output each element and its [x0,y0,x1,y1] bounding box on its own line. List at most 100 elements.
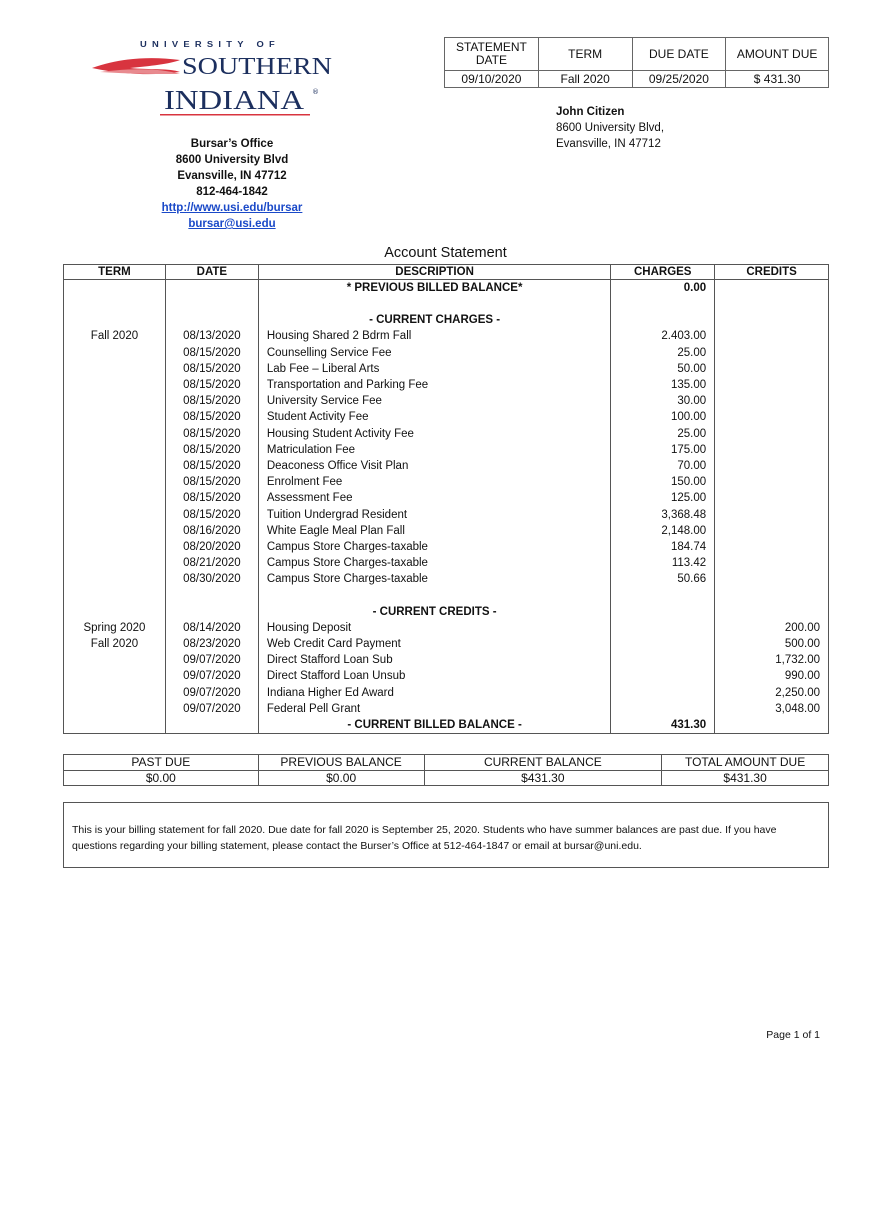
empty-cell [610,619,716,636]
term-cell [63,490,166,507]
billing-note: This is your billing statement for fall … [63,802,829,868]
date-cell: 08/15/2020 [164,441,259,458]
date-cell: 08/16/2020 [164,522,259,539]
empty-cell [63,587,166,604]
office-name: Bursar’s Office [190,138,274,150]
charge-amount: 113.42 [610,555,716,572]
date-cell: 08/15/2020 [164,506,259,523]
empty-cell [257,587,612,604]
date-cell: 09/07/2020 [164,652,259,669]
empty-cell [714,490,829,507]
recipient-address: John Citizen 8600 University Blvd, Evans… [556,104,664,152]
current-balance-value: $431.30 [423,769,663,786]
office-street: 8600 University Blvd [175,154,289,166]
term-cell: Fall 2020 [63,635,166,653]
empty-cell [714,425,829,442]
empty-cell [610,312,716,329]
credit-row: 09/07/2020 Federal Pell Grant 3,048.00 [63,700,829,717]
empty-cell [714,344,829,361]
empty-cell [714,328,829,345]
description-cell: Student Activity Fee [257,409,612,426]
term-cell [63,652,166,669]
charge-row: 08/15/2020 Housing Student Activity Fee 25… [63,425,829,442]
charge-amount: 70.00 [610,457,716,475]
charge-row: 08/15/2020 Enrolment Fee 150.00 [63,474,829,491]
blank-row [63,296,829,313]
date-cell: 09/07/2020 [164,684,259,701]
empty-cell [714,441,829,458]
date-cell: 08/23/2020 [164,635,259,653]
date-cell: 08/15/2020 [164,490,259,507]
empty-cell [63,716,166,734]
credit-amount: 3,048.00 [714,700,829,717]
office-website-link[interactable]: http://www.usi.edu/bursar [161,202,303,214]
date-cell: 08/15/2020 [164,344,259,361]
description-cell: Direct Stafford Loan Unsub [257,668,612,685]
empty-cell [714,603,829,620]
date-cell: 08/15/2020 [164,393,259,410]
due-date: 09/25/2020 [631,70,727,88]
description-cell: Enrolment Fee [257,474,612,491]
empty-cell [714,312,829,329]
term-cell [63,522,166,539]
charge-amount: 2,148.00 [610,522,716,539]
transactions-table: TERM DATE DESCRIPTION CHARGES CREDITS * … [63,264,829,734]
description-cell: Transportation and Parking Fee [257,376,612,394]
date-cell: 08/13/2020 [164,328,259,345]
term-cell [63,360,166,377]
credit-amount: 2,250.00 [714,684,829,701]
current-balance-row: - CURRENT BILLED BALANCE -431.30 [63,716,829,734]
charge-amount: 3,368.48 [610,506,716,523]
empty-cell [610,296,716,313]
empty-cell [63,296,166,313]
date-cell: 08/15/2020 [164,376,259,394]
empty-cell [714,716,829,734]
term-cell [63,441,166,458]
term-cell: Fall 2020 [63,328,166,345]
current-credits-label: - CURRENT CREDITS - [257,603,612,620]
current-balance-value: 431.30 [610,716,716,734]
balance-summary-table: PAST DUE PREVIOUS BALANCE CURRENT BALANC… [63,754,829,786]
page-number: Page 1 of 1 [766,1029,820,1041]
charge-row: 08/15/2020 Counselling Service Fee 25.00 [63,344,829,361]
recipient-city: Evansville, IN 47712 [556,138,661,150]
description-cell: Campus Store Charges-taxable [257,555,612,572]
col-date: DATE [164,264,259,280]
statement-date-header: STATEMENT DATE [444,37,539,71]
charge-amount: 150.00 [610,474,716,491]
empty-cell [714,296,829,313]
description-cell: Federal Pell Grant [257,700,612,717]
term-cell [63,474,166,491]
current-balance-label: - CURRENT BILLED BALANCE - [257,716,612,734]
statement-summary-box: STATEMENT DATE TERM DUE DATE AMOUNT DUE … [444,37,829,88]
date-cell: 08/15/2020 [164,474,259,491]
office-phone: 812-464-1842 [196,186,268,198]
description-cell: University Service Fee [257,393,612,410]
office-email-link[interactable]: bursar@usi.edu [188,218,276,230]
empty-cell [714,360,829,377]
empty-cell [610,603,716,620]
description-cell: Lab Fee – Liberal Arts [257,360,612,377]
term-cell [63,668,166,685]
empty-cell [714,538,829,555]
charge-amount: 100.00 [610,409,716,426]
university-logo: UNIVERSITY OF SOUTHERN INDIANA ® [92,40,332,116]
term-cell [63,571,166,588]
term-cell [63,344,166,361]
empty-cell [610,668,716,685]
description-cell: Housing Student Activity Fee [257,425,612,442]
blank-row [63,587,829,604]
description-cell: Tuition Undergrad Resident [257,506,612,523]
charge-amount: 50.00 [610,360,716,377]
date-cell: 08/15/2020 [164,457,259,475]
empty-cell [610,700,716,717]
empty-cell [714,279,829,296]
charge-amount: 50.66 [610,571,716,588]
charge-row: 08/20/2020 Campus Store Charges-taxable 18… [63,538,829,555]
charge-amount: 25.00 [610,344,716,361]
previous-balance-row: * PREVIOUS BILLED BALANCE* 0.00 [63,279,829,296]
description-cell: Housing Shared 2 Bdrm Fall [257,328,612,345]
credit-row: Spring 2020 08/14/2020 Housing Deposit 200.… [63,619,829,636]
col-term: TERM [63,264,166,280]
charge-row: 08/15/2020 Deaconess Office Visit Plan 70.… [63,457,829,475]
